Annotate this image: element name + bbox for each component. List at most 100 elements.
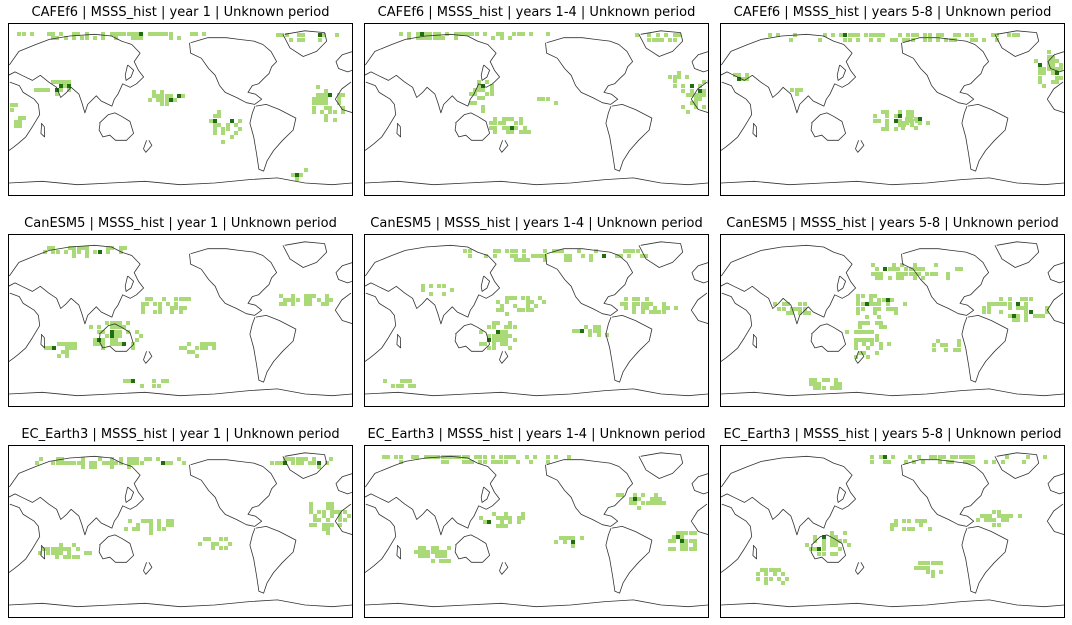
skill-cell <box>106 246 110 250</box>
skill-cell <box>170 523 174 527</box>
skill-cell <box>89 461 93 465</box>
skill-cell <box>984 514 988 518</box>
skill-cell <box>148 32 152 36</box>
skill-cell <box>431 550 435 554</box>
skill-cell <box>1022 460 1026 464</box>
skill-cell <box>635 33 639 37</box>
skill-cell <box>1024 306 1028 310</box>
skill-cell <box>526 304 530 308</box>
skill-cell <box>313 518 317 522</box>
skill-cell <box>689 539 693 543</box>
skill-cell <box>93 342 97 346</box>
skill-cell <box>676 531 680 535</box>
skill-cell <box>666 306 670 310</box>
skill-cell <box>1051 63 1055 67</box>
skill-cell <box>862 330 866 334</box>
skill-cell <box>473 92 477 96</box>
skill-cell <box>955 267 959 271</box>
skill-cell <box>879 342 883 346</box>
skill-cell <box>589 258 593 262</box>
skill-cells <box>10 32 345 181</box>
skill-cell <box>51 32 55 36</box>
skill-cell <box>684 547 688 551</box>
skill-cell <box>110 342 114 346</box>
map-canvas <box>9 30 352 186</box>
coastline <box>901 248 990 316</box>
skill-cell <box>158 310 162 314</box>
skill-cell <box>526 296 530 300</box>
skill-cell <box>499 460 503 464</box>
skill-cell <box>588 329 592 333</box>
skill-cell <box>913 272 917 276</box>
skill-cell <box>183 346 187 350</box>
skill-cell <box>487 346 491 350</box>
skill-cell <box>309 523 313 527</box>
skill-cell <box>1016 314 1020 318</box>
skill-cell <box>454 36 458 40</box>
skill-cell <box>862 351 866 355</box>
skill-cell <box>904 267 908 271</box>
skill-cell <box>442 284 446 288</box>
skill-cell <box>500 334 504 338</box>
skill-cell <box>680 535 684 539</box>
coastline <box>98 112 134 141</box>
skill-cell <box>131 379 135 383</box>
skill-cell <box>162 527 166 531</box>
skill-cell <box>636 297 640 301</box>
skill-cell <box>790 88 794 92</box>
skill-cell <box>1009 514 1013 518</box>
skill-cell <box>504 325 508 329</box>
coastline <box>124 275 134 292</box>
coastline <box>545 37 634 105</box>
coastline <box>901 459 990 527</box>
skill-cell <box>114 342 118 346</box>
skill-cell <box>1001 514 1005 518</box>
skill-cell <box>110 338 114 342</box>
skill-cell <box>822 386 826 390</box>
skill-cell <box>72 543 76 547</box>
skill-cell <box>1008 314 1012 318</box>
skill-cell <box>922 561 926 565</box>
skill-cell <box>35 461 39 465</box>
skill-cell <box>110 330 114 334</box>
skill-cell <box>991 33 995 37</box>
skill-cell <box>946 460 950 464</box>
skill-cell <box>567 536 571 540</box>
skill-cell <box>1024 310 1028 314</box>
skill-cell <box>1016 302 1020 306</box>
skill-cell <box>466 455 470 459</box>
skill-cell <box>854 355 858 359</box>
skill-cell <box>881 127 885 131</box>
skill-cell <box>698 97 702 101</box>
skill-cell <box>879 272 883 276</box>
skill-cell <box>411 455 415 459</box>
skill-cell <box>992 518 996 522</box>
coastline <box>1047 51 1064 73</box>
skill-cell <box>93 250 97 254</box>
skill-cell <box>479 516 483 520</box>
skill-cell <box>152 384 156 388</box>
skill-cell <box>164 32 168 36</box>
skill-cell <box>871 263 875 267</box>
skill-cell <box>910 123 914 127</box>
skill-cell <box>502 126 506 130</box>
skill-cell <box>51 36 55 40</box>
skill-cell <box>940 343 944 347</box>
skill-cell <box>869 294 873 298</box>
skill-cell <box>914 566 918 570</box>
skill-cell <box>131 346 135 350</box>
coastline <box>335 473 352 495</box>
skill-cell <box>81 246 85 250</box>
skill-cell <box>47 32 51 36</box>
skill-cell <box>226 127 230 131</box>
skill-cell <box>174 306 178 310</box>
skill-cell <box>877 119 881 123</box>
skill-cell <box>680 547 684 551</box>
skill-cell <box>67 80 71 84</box>
coastline <box>282 452 328 479</box>
skill-cell <box>285 33 289 37</box>
skill-cell <box>689 531 693 535</box>
skill-cell <box>80 36 84 40</box>
skill-cell <box>987 302 991 306</box>
skill-cell <box>1034 59 1038 63</box>
